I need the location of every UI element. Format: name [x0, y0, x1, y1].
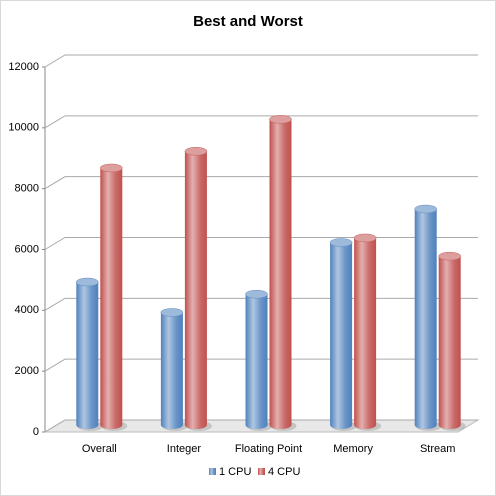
bar — [184, 147, 207, 429]
bar-top — [100, 163, 123, 173]
y-tick-label: 6000 — [15, 243, 39, 255]
legend-swatch — [209, 468, 216, 475]
bar — [414, 205, 437, 429]
bar-top — [353, 233, 377, 243]
bar — [100, 163, 123, 429]
y-tick-label: 12000 — [8, 61, 39, 73]
x-tick-label: Overall — [82, 443, 117, 455]
grid-line — [44, 115, 478, 129]
grid-line — [44, 54, 478, 68]
bar-top — [329, 238, 353, 247]
y-tick-label: 10000 — [8, 122, 39, 134]
bar — [438, 252, 461, 429]
bar — [245, 290, 268, 429]
chart-title: Best and Worst — [193, 13, 303, 30]
bar — [76, 278, 99, 429]
y-tick-label: 0 — [33, 426, 39, 438]
legend-label: 4 CPU — [268, 466, 300, 478]
x-tick-label: Memory — [333, 443, 373, 455]
bar — [354, 233, 377, 429]
y-tick-label: 8000 — [15, 183, 39, 195]
bar-top — [245, 289, 268, 299]
x-tick-label: Stream — [420, 443, 455, 455]
y-tick-label: 2000 — [15, 365, 39, 377]
legend-label: 1 CPU — [219, 466, 251, 478]
x-tick-label: Integer — [167, 443, 202, 455]
bar-top — [76, 277, 99, 287]
bar-top — [184, 147, 208, 156]
grid-line — [44, 237, 478, 250]
bar-top — [269, 115, 292, 124]
grid-line — [44, 176, 478, 190]
bar-top — [414, 204, 437, 214]
y-tick-label: 4000 — [15, 304, 39, 316]
bar — [269, 115, 292, 429]
bar — [160, 308, 183, 429]
bar — [330, 238, 353, 429]
legend-swatch — [258, 468, 265, 475]
bar-top — [160, 308, 184, 317]
x-tick-label: Floating Point — [235, 443, 302, 455]
bar-top — [438, 251, 461, 261]
